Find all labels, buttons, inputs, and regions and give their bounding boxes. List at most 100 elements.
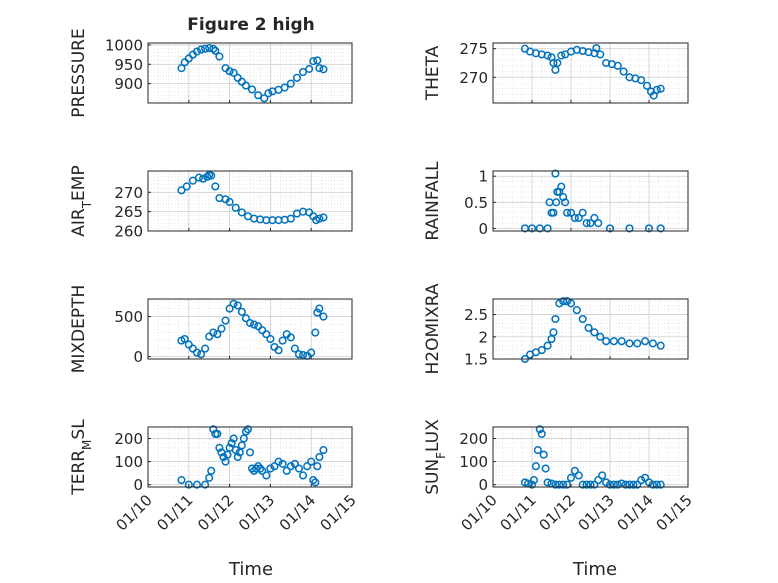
xtick-label: 01/12	[194, 491, 237, 534]
terr-msl-point	[282, 466, 291, 475]
h2omixra-point	[633, 339, 642, 348]
terr-msl-point	[286, 462, 295, 471]
mixdepth-point	[209, 328, 218, 337]
theta-point	[637, 76, 646, 85]
pressure-point	[247, 85, 257, 94]
sun-flux-point	[541, 464, 550, 473]
rainfall-ytick-label: 0	[478, 220, 488, 238]
air-temp-ytick-label: 260	[114, 223, 143, 241]
rainfall-point	[527, 224, 537, 233]
sun-flux-point	[648, 480, 657, 489]
sun-flux-ylabel: SUNFLUX	[423, 419, 448, 495]
mixdepth-point	[266, 334, 275, 344]
terr-msl-point	[298, 471, 308, 480]
terr-msl-point	[256, 464, 265, 473]
mixdepth-point	[184, 340, 193, 349]
pressure-point	[201, 44, 210, 53]
terr-msl-point	[290, 459, 299, 468]
mixdepth-point	[294, 350, 304, 359]
terr-msl-point	[274, 457, 283, 466]
sun-flux-point	[551, 480, 560, 489]
mixdepth-point	[313, 308, 322, 317]
h2omixra-point	[578, 314, 587, 324]
pressure-point	[177, 64, 186, 73]
theta-axes-frame	[492, 42, 689, 104]
theta-point	[596, 50, 605, 59]
rainfall-point	[552, 198, 561, 207]
terr-msl-point	[201, 480, 210, 489]
air-temp-point	[315, 214, 324, 223]
sun-flux-point	[543, 478, 552, 487]
xtick-label: 01/15	[317, 491, 360, 534]
h2omixra-point	[543, 341, 552, 350]
sun-flux-point	[652, 480, 661, 489]
rainfall-point	[625, 224, 634, 233]
mixdepth-point	[245, 318, 255, 328]
terr-msl-point	[315, 452, 324, 462]
xtick-label: 01/13	[575, 491, 618, 534]
mixdepth-point	[241, 314, 250, 323]
terr-msl-point	[177, 476, 186, 485]
air-temp-point	[231, 203, 240, 212]
h2omixra-point	[648, 339, 657, 348]
rainfall-point	[557, 182, 566, 191]
terr-msl-point	[319, 446, 328, 455]
sun-flux-point	[563, 480, 572, 489]
sun-flux-point	[633, 480, 642, 489]
terr-msl-point	[241, 427, 250, 436]
mixdepth-ytick-label: 0	[133, 348, 143, 366]
rainfall-point	[574, 213, 583, 223]
xtick-label: 01/12	[536, 491, 579, 534]
theta-point	[551, 65, 560, 74]
pressure-point	[313, 56, 322, 65]
theta-point	[643, 81, 652, 90]
pressure-point	[241, 81, 250, 90]
air-temp-point	[225, 197, 234, 207]
mixdepth-point	[233, 301, 242, 310]
mixdepth-point	[298, 350, 308, 360]
air-temp-ylabel: AIRTEMP	[69, 165, 94, 236]
mixdepth-point	[250, 320, 259, 329]
terr-msl-point	[223, 450, 232, 459]
sun-flux-point	[566, 473, 576, 482]
terr-msl-point	[237, 441, 246, 450]
sun-flux-point	[570, 466, 579, 475]
pressure-point	[315, 64, 324, 73]
terr-msl-point	[313, 462, 322, 471]
pressure-point	[196, 45, 206, 54]
h2omixra-ytick-label: 2	[478, 328, 488, 346]
rainfall-ytick-label: 1	[478, 168, 488, 186]
sun-flux-ytick-label: 0	[478, 476, 488, 494]
terr-msl-ylabel: TERRMSL	[69, 419, 94, 496]
terr-msl-point	[209, 425, 218, 434]
mixdepth-point	[237, 307, 246, 316]
pressure-ytick-label: 1000	[105, 36, 143, 54]
terr-msl-point	[235, 448, 244, 457]
mixdepth-point	[192, 348, 202, 357]
terr-msl-point	[307, 457, 316, 466]
rainfall-axes: 0 0.5 1 RAINFALL	[423, 161, 689, 241]
theta-ylabel: THETA	[423, 45, 443, 101]
terr-msl-point	[243, 425, 253, 434]
terr-msl-point	[219, 452, 228, 462]
air-temp-point	[182, 182, 191, 191]
rainfall-point	[566, 208, 576, 217]
sun-flux-point	[529, 476, 539, 485]
rainfall-point	[570, 213, 579, 223]
pressure-point	[280, 83, 289, 92]
h2omixra-point	[609, 337, 618, 346]
sun-flux-point	[590, 480, 599, 489]
theta-ytick-label: 270	[459, 69, 488, 87]
terr-msl-point	[221, 457, 230, 466]
terr-msl-point	[229, 434, 238, 443]
terr-msl-point	[309, 476, 318, 485]
pressure-point	[260, 94, 269, 103]
theta-point	[553, 58, 562, 68]
rainfall-point	[605, 224, 615, 233]
rainfall-axes-frame	[492, 170, 689, 232]
mixdepth-point	[217, 324, 226, 333]
mixdepth-point	[262, 330, 271, 339]
